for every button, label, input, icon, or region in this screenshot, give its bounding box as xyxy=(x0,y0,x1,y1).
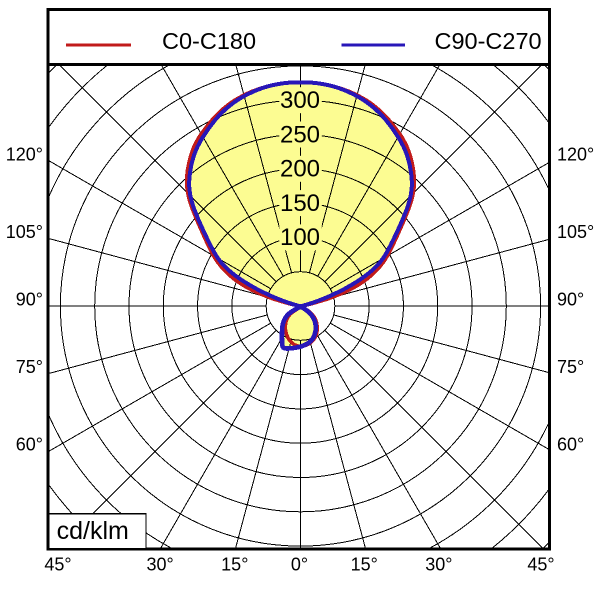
svg-text:45°: 45° xyxy=(527,555,554,575)
svg-text:15°: 15° xyxy=(221,555,248,575)
svg-text:150: 150 xyxy=(280,190,320,217)
svg-text:60°: 60° xyxy=(557,434,584,454)
svg-text:75°: 75° xyxy=(557,357,584,377)
svg-text:120°: 120° xyxy=(557,145,594,165)
svg-text:45°: 45° xyxy=(44,555,71,575)
svg-text:105°: 105° xyxy=(6,222,43,242)
svg-text:0°: 0° xyxy=(291,555,308,575)
svg-text:75°: 75° xyxy=(16,357,43,377)
svg-text:cd/klm: cd/klm xyxy=(57,517,129,545)
svg-text:90°: 90° xyxy=(557,290,584,310)
svg-text:C0-C180: C0-C180 xyxy=(162,28,256,54)
svg-text:200: 200 xyxy=(280,156,320,183)
svg-text:100: 100 xyxy=(280,224,320,251)
svg-text:120°: 120° xyxy=(6,145,43,165)
svg-text:C90-C270: C90-C270 xyxy=(435,28,542,54)
svg-text:60°: 60° xyxy=(16,434,43,454)
svg-text:250: 250 xyxy=(280,121,320,148)
svg-text:15°: 15° xyxy=(351,555,378,575)
svg-text:300: 300 xyxy=(280,87,320,114)
svg-text:105°: 105° xyxy=(557,222,594,242)
svg-text:30°: 30° xyxy=(425,555,452,575)
svg-text:90°: 90° xyxy=(16,290,43,310)
svg-text:30°: 30° xyxy=(146,555,173,575)
